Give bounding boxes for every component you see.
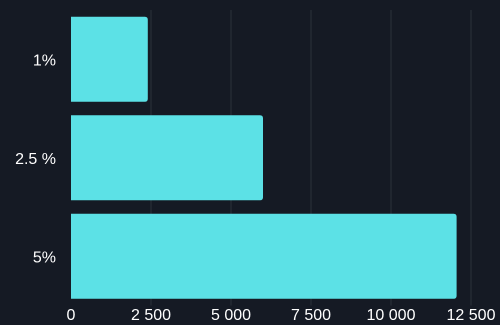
- bars: [71, 16, 457, 299]
- x-tick-label: 2 500: [131, 307, 171, 324]
- category-label: 5%: [33, 249, 56, 266]
- x-tick-label: 10 000: [367, 307, 416, 324]
- x-axis-labels: 0 2 500 5 000 7 500 10 000 12 500: [67, 307, 496, 324]
- x-tick-label: 0: [67, 307, 76, 324]
- bar: [71, 16, 148, 102]
- y-axis-labels: 1% 2.5 % 5%: [15, 52, 56, 266]
- category-label: 1%: [33, 52, 56, 69]
- bar: [71, 213, 457, 299]
- x-tick-label: 7 500: [291, 307, 331, 324]
- category-label: 2.5 %: [15, 151, 56, 168]
- x-tick-label: 5 000: [211, 307, 251, 324]
- bar: [71, 115, 263, 201]
- x-tick-label: 12 500: [447, 307, 496, 324]
